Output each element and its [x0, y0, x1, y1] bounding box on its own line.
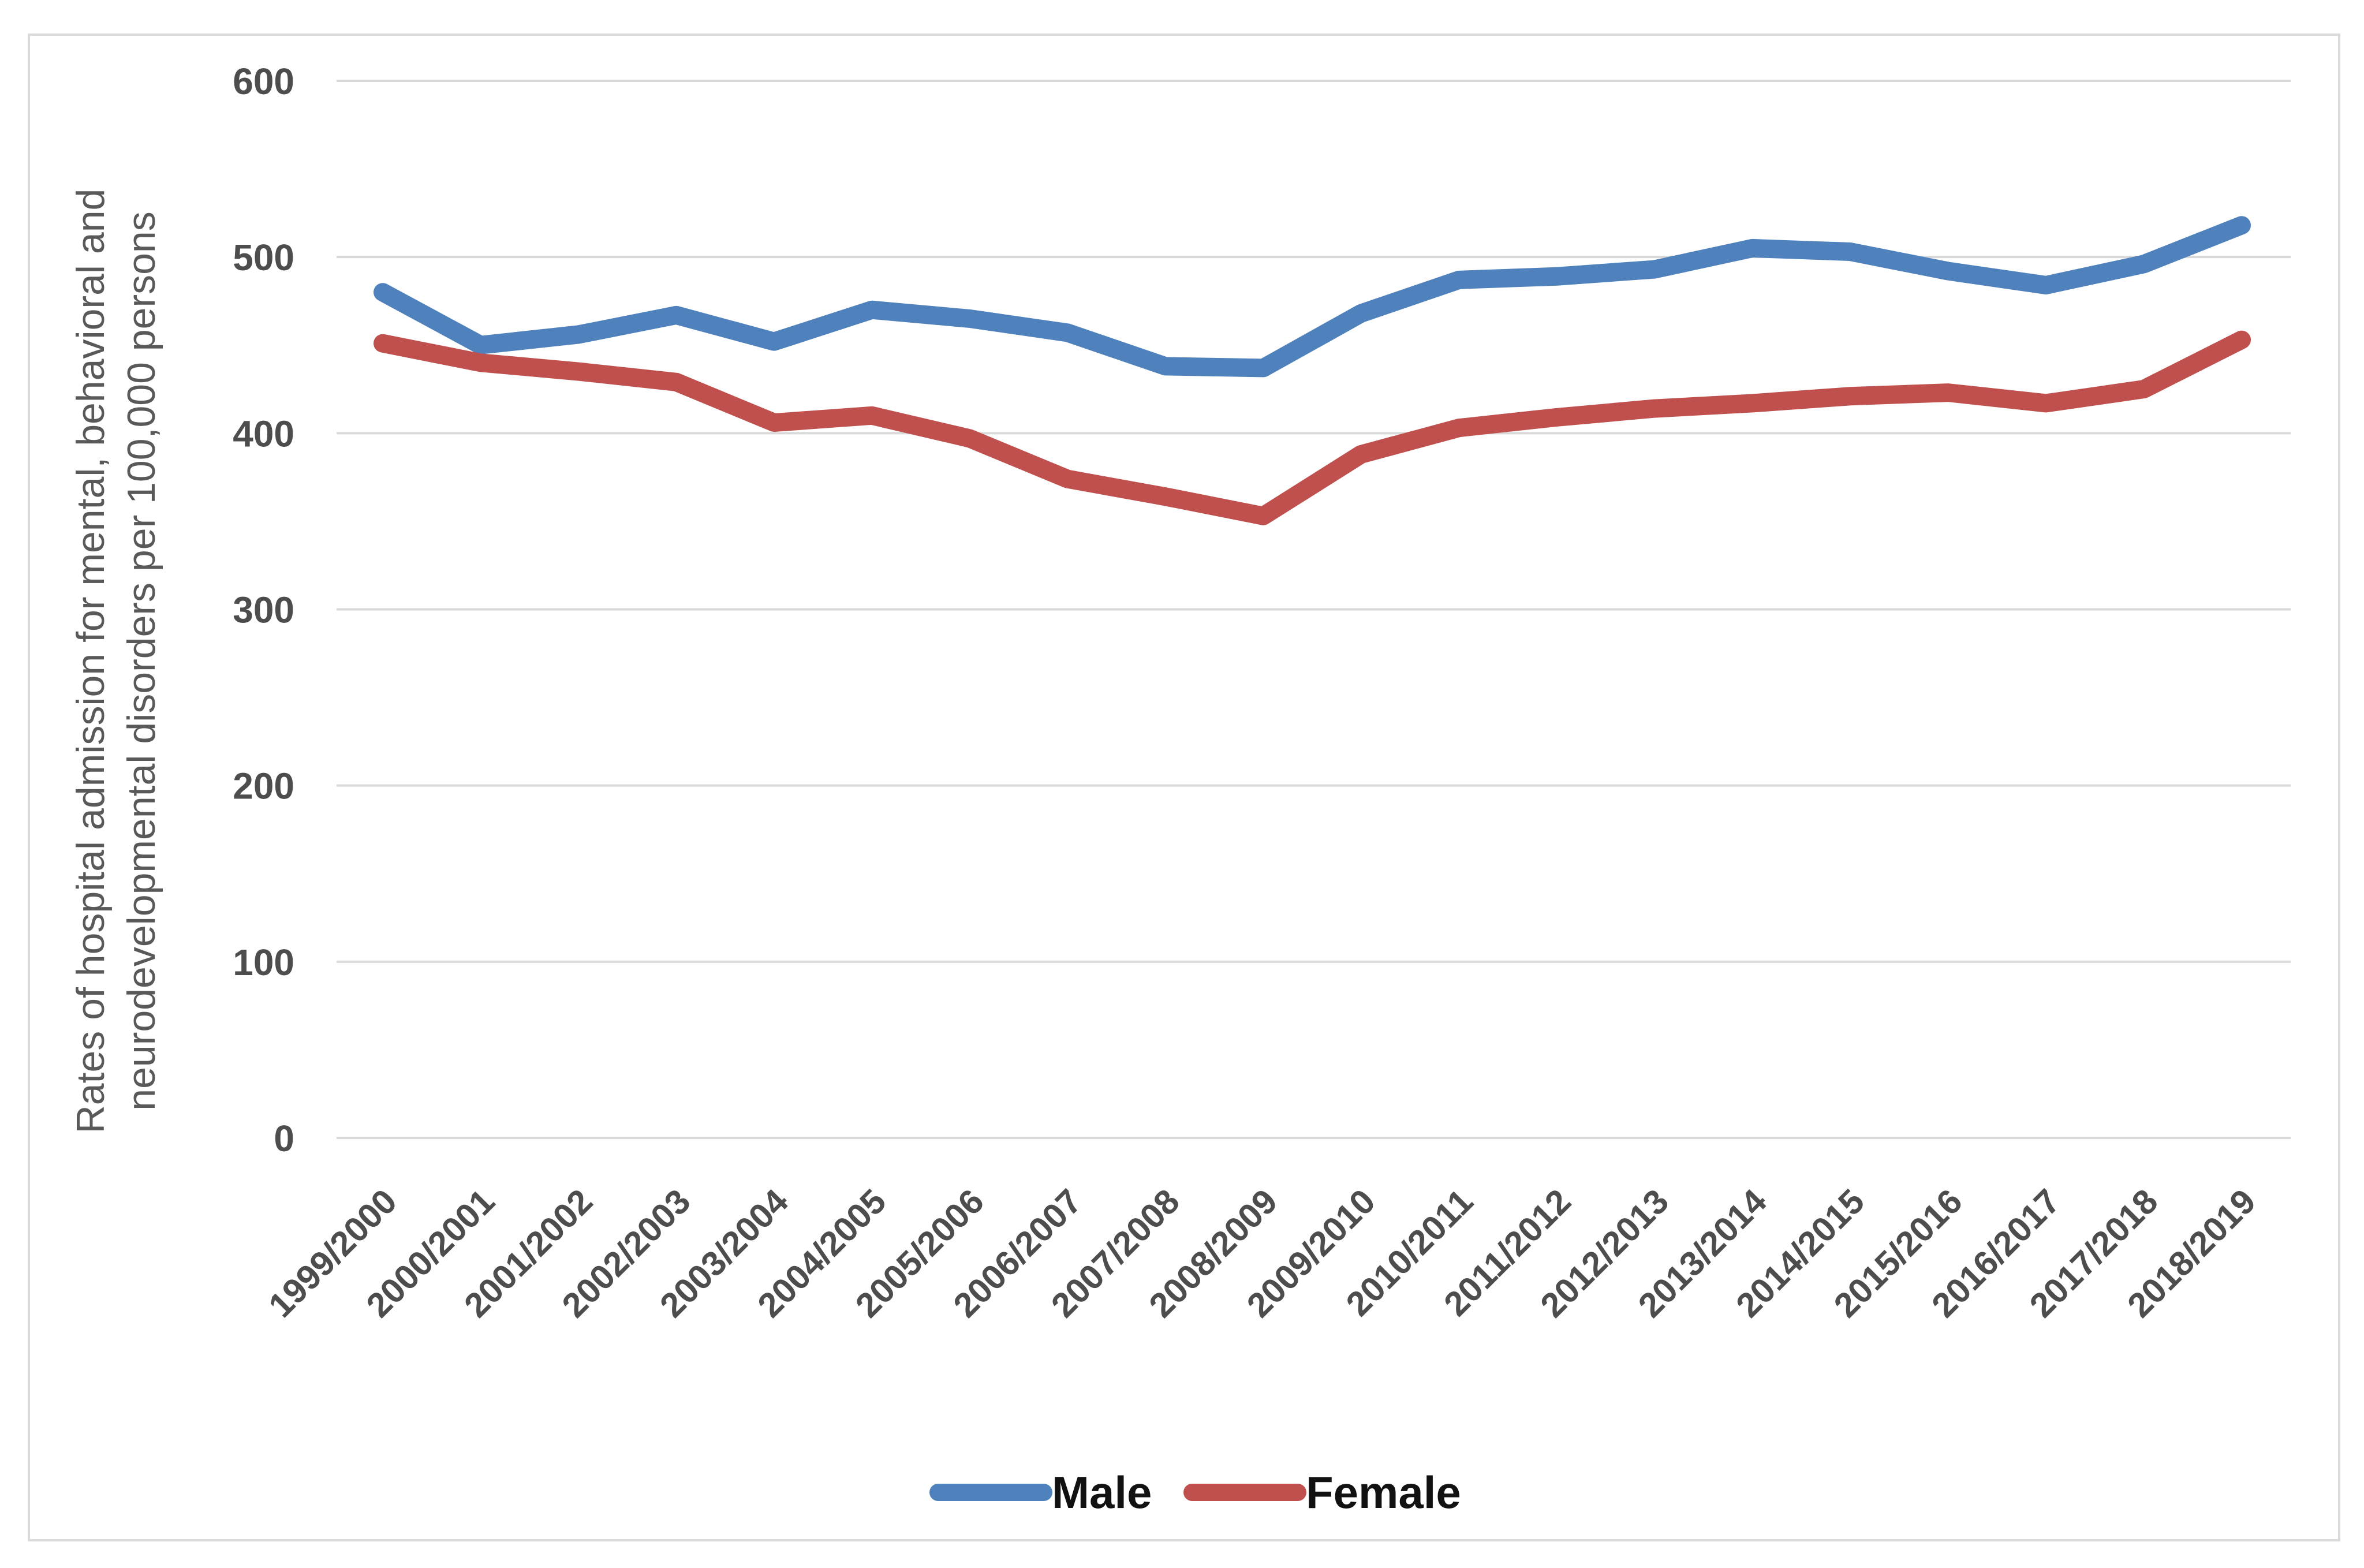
y-axis-title-line-2: neurodevelopmental disorders per 100,000… [119, 211, 163, 1110]
female-line [374, 330, 2251, 525]
legend-female-label: Female [1306, 1467, 1461, 1518]
male-line [374, 216, 2251, 378]
y-axis-tick-labels: 0 100 200 300 400 500 600 [233, 61, 294, 1159]
y-tick-label-100: 100 [233, 942, 294, 983]
x-axis-tick-labels: 1999/20002000/20012001/20022002/20032003… [261, 1181, 2263, 1324]
y-tick-label-600: 600 [233, 61, 294, 102]
y-tick-label-0: 0 [274, 1118, 294, 1159]
y-tick-label-300: 300 [233, 589, 294, 631]
series-lines [374, 216, 2251, 525]
legend: Male Female [929, 1467, 1461, 1518]
y-tick-label-500: 500 [233, 237, 294, 278]
y-tick-label-200: 200 [233, 766, 294, 807]
y-tick-label-400: 400 [233, 413, 294, 454]
y-axis-title-line-1: Rates of hospital admission for mental, … [69, 189, 113, 1134]
figure-border [28, 33, 2340, 1541]
gridlines [337, 80, 2291, 1139]
legend-male-label: Male [1052, 1467, 1152, 1518]
